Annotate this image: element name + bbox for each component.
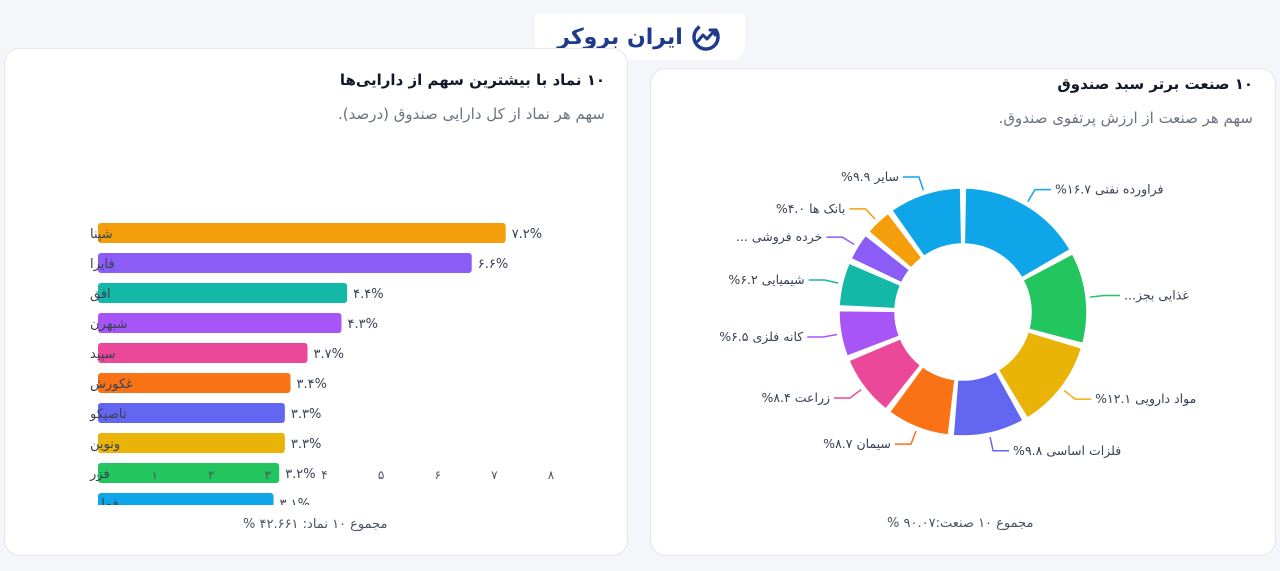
x-tick-label: ۲ (208, 468, 214, 482)
bar-9 (98, 493, 274, 505)
x-tick-label: ۵ (378, 468, 384, 482)
donut-slice-6 (838, 309, 901, 357)
donut-leader-line (989, 436, 1010, 452)
bar-value-label: ۴.۳% (347, 317, 377, 332)
bar-category-label: شپنا (90, 227, 113, 242)
bar-value-label: ۶.۶% (478, 257, 508, 272)
x-tick-label: ۸ (548, 468, 555, 482)
top-industries-total: مجموع ۱۰ صنعت:۹۰.۰۷ % (887, 516, 1034, 531)
x-tick-label: ۱ (151, 468, 157, 482)
bar-category-label: سپید (90, 347, 116, 362)
bar-value-label: ۳.۱% (280, 497, 310, 505)
x-tick-label: ۰ (95, 468, 101, 482)
bar-value-label: ۳.۲% (285, 467, 315, 482)
donut-slice-9 (867, 212, 923, 269)
bar-8 (98, 463, 280, 483)
bar-category-label: فزر (89, 467, 110, 482)
bar-category-label: شبهرن (90, 317, 128, 332)
donut-leader-line (834, 388, 862, 399)
donut-slice-label: غذایی بجز... (1124, 288, 1189, 304)
bar-4 (98, 343, 308, 363)
top-symbols-title: ۱۰ نماد با بیشترین سهم از دارایی‌ها (339, 71, 605, 89)
donut-leader-line (826, 236, 855, 246)
donut-slice-label: خرده فروشی ... (736, 229, 822, 245)
top-symbols-subtitle: سهم هر نماد از کل دارایی صندوق (درصد). (338, 105, 605, 123)
top-symbols-bar-chart: شپنا ۷.۲% فایرا ۶.۶% افق ۴.۴% شبهرن ۴.۳% سپید ۳.۷… (89, 223, 555, 505)
bar-category-label: فایرا (90, 257, 115, 272)
donut-slice-label: شیمیایی ۶.۲% (728, 272, 804, 287)
x-tick-label: ۴ (321, 468, 327, 482)
top-symbols-total: مجموع ۱۰ نماد: ۴۲.۶۶۱ % (243, 517, 388, 532)
bar-3 (98, 313, 342, 333)
top-industries-donut-chart: فراورده نفتی ۱۶.۷% غذایی بجز... مواد داروی… (719, 169, 1196, 459)
bar-value-label: ۴.۴% (353, 287, 383, 302)
donut-slice-label: سایر ۹.۹% (841, 169, 899, 185)
donut-leader-line (902, 176, 925, 191)
donut-slice-4 (888, 366, 956, 436)
donut-slice-label: فلزات اساسی ۹.۸% (1013, 443, 1121, 459)
bar-2 (98, 283, 348, 303)
donut-slice-3 (952, 370, 1024, 437)
donut-leader-line (894, 430, 917, 445)
donut-leader-line (808, 279, 839, 284)
bar-value-label: ۳.۷% (314, 347, 344, 362)
donut-leader-line (849, 208, 876, 220)
donut-slice-10 (891, 187, 963, 258)
brand-name: ایران بروکر (557, 24, 683, 50)
donut-slice-label: زراعت ۸.۴% (761, 390, 830, 406)
x-tick-label: ۷ (491, 468, 498, 482)
donut-slice-label: فراورده نفتی ۱۶.۷% (1055, 182, 1164, 198)
trend-chart-icon (692, 23, 720, 51)
bar-0 (98, 223, 506, 243)
donut-slice-0 (963, 187, 1071, 279)
donut-slice-label: سیمان ۸.۷% (823, 436, 891, 451)
bar-value-label: ۷.۲% (512, 227, 542, 242)
donut-slice-5 (848, 337, 922, 410)
bar-category-label: تاصیکو (89, 407, 127, 422)
donut-slice-label: کانه فلزی ۶.۵% (719, 329, 803, 345)
bar-category-label: غکورش (90, 377, 133, 392)
bar-category-label: ونوین (90, 437, 120, 452)
bar-value-label: ۳.۳% (291, 437, 321, 452)
donut-leader-line (1027, 188, 1051, 203)
donut-slice-8 (850, 234, 911, 284)
bar-5 (98, 373, 291, 393)
bar-6 (98, 403, 285, 423)
bar-value-label: ۳.۳% (291, 407, 321, 422)
bar-value-label: ۳.۴% (297, 377, 327, 392)
top-industries-card: ۱۰ صنعت برتر سبد صندوق سهم هر صنعت از ار… (650, 68, 1276, 556)
donut-slice-label: بانک ها ۴.۰% (776, 201, 846, 216)
top-industries-subtitle: سهم هر صنعت از ارزش پرتفوی صندوق. (998, 109, 1253, 127)
donut-slice-2 (997, 330, 1083, 419)
donut-leader-line (807, 333, 838, 338)
top-symbols-card: ۱۰ نماد با بیشترین سهم از دارایی‌ها سهم … (4, 48, 628, 556)
donut-leader-line (1090, 294, 1121, 298)
donut-slice-7 (838, 262, 902, 310)
donut-slice-1 (1022, 253, 1088, 345)
bar-category-label: فملی (90, 497, 119, 505)
x-tick-label: ۳ (265, 468, 272, 482)
top-industries-title: ۱۰ صنعت برتر سبد صندوق (1057, 75, 1253, 93)
bar-category-label: افق (90, 287, 111, 302)
donut-slice-label: مواد دارویی ۱۲.۱% (1095, 391, 1196, 407)
bar-7 (98, 433, 285, 453)
donut-leader-line (1063, 389, 1092, 400)
bar-1 (98, 253, 472, 273)
x-tick-label: ۶ (435, 468, 441, 482)
